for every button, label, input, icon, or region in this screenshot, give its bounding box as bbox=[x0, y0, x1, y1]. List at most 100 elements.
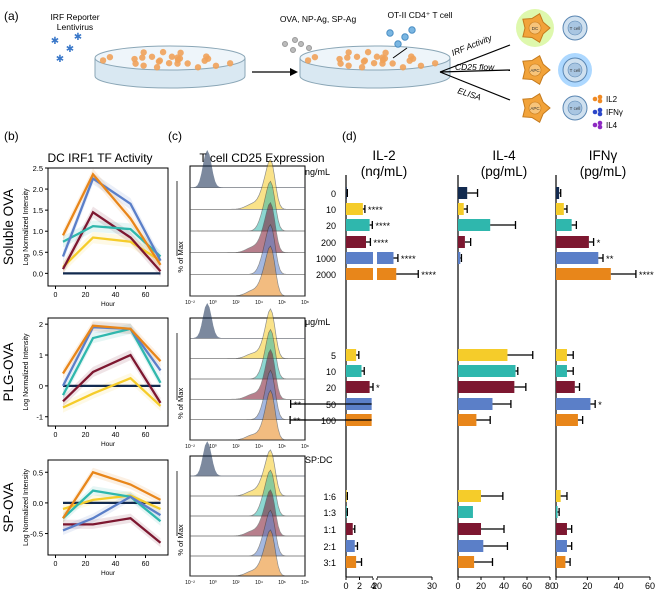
row-label: 200 bbox=[321, 238, 336, 248]
cell-dot bbox=[337, 60, 344, 67]
bar-10 bbox=[346, 365, 362, 377]
bar-1000 bbox=[556, 252, 599, 264]
flow-y-label: % of Max bbox=[176, 524, 185, 556]
legend-dot bbox=[597, 120, 603, 126]
cell-dot bbox=[174, 60, 181, 67]
x-tick-label: 60 bbox=[142, 432, 150, 439]
bar-3:1 bbox=[346, 556, 357, 568]
legend-label-IL4: IL4 bbox=[606, 121, 618, 130]
cell-dot bbox=[373, 53, 381, 60]
dish-2 bbox=[299, 45, 451, 89]
bar-10 bbox=[458, 203, 464, 215]
tcell-elisa bbox=[562, 95, 588, 121]
virus-icon: ✱ bbox=[56, 54, 64, 65]
y-axis-label: Log Normalized Intensity bbox=[23, 333, 30, 411]
bar-200 bbox=[458, 236, 465, 248]
significance-label: **** bbox=[421, 270, 436, 281]
bar-2000 bbox=[346, 268, 397, 280]
bar-20 bbox=[346, 219, 370, 231]
x-tick-label: 30 bbox=[427, 581, 437, 590]
x-axis-label: Hour bbox=[101, 441, 116, 448]
legend-dot bbox=[592, 96, 598, 102]
axis-break-gap bbox=[373, 175, 377, 578]
bar-2:1 bbox=[556, 540, 567, 552]
y-tick-label: -0.5 bbox=[30, 530, 43, 539]
row-label: 10 bbox=[326, 205, 336, 215]
bar-1:1 bbox=[458, 523, 481, 535]
group-header-2: SP:DC bbox=[305, 455, 333, 465]
series-line-yellow bbox=[62, 376, 162, 409]
chart-unit: (pg/mL) bbox=[580, 164, 627, 179]
tcell-irf bbox=[562, 15, 588, 41]
cell-dot bbox=[431, 60, 439, 67]
y-tick-label: -1 bbox=[36, 413, 43, 422]
legend-dot bbox=[597, 107, 603, 113]
bar-20 bbox=[458, 381, 515, 393]
chart-title: IL-2 bbox=[372, 148, 395, 163]
bar-20 bbox=[458, 219, 491, 231]
bar-5 bbox=[458, 349, 508, 361]
row-label: 10 bbox=[326, 367, 336, 377]
flow-x-tick: 10⁻² bbox=[185, 444, 195, 450]
cell-dot bbox=[159, 48, 167, 56]
x-tick-label: 60 bbox=[645, 581, 655, 590]
significance-label: **** bbox=[639, 270, 654, 281]
y-tick-label: 0.0 bbox=[33, 499, 43, 508]
legend-dot bbox=[592, 122, 598, 128]
cell-dot bbox=[304, 57, 312, 64]
cell-dot bbox=[156, 57, 164, 64]
cell-dot bbox=[345, 62, 352, 69]
x-tick-label: 20 bbox=[82, 292, 90, 299]
tcell-dot bbox=[394, 40, 402, 48]
flow-x-tick: 10⁰ bbox=[209, 444, 217, 450]
x-tick-label: 4 bbox=[370, 581, 375, 590]
dc-nucleus bbox=[528, 101, 542, 115]
bar-1000 bbox=[458, 252, 461, 264]
x-tick-label: 0 bbox=[54, 432, 58, 439]
cell-dot bbox=[148, 53, 156, 60]
series-band-yellow bbox=[63, 490, 161, 514]
bar-10 bbox=[458, 365, 516, 377]
flow-y-label: % of Max bbox=[176, 241, 185, 273]
axis-break-mark: // bbox=[373, 584, 377, 590]
particle-dot bbox=[306, 45, 312, 51]
y-tick-label: 1.5 bbox=[33, 206, 43, 215]
series-line-blue bbox=[62, 495, 162, 532]
cell-dot bbox=[389, 60, 396, 67]
tcell-cd25 bbox=[558, 53, 592, 87]
cell-label: T cell bbox=[570, 106, 581, 111]
cell-dot bbox=[99, 57, 107, 64]
cell-dot bbox=[364, 48, 372, 56]
cell-dot bbox=[417, 62, 425, 69]
legend-dot bbox=[597, 94, 603, 100]
row-label: 0 bbox=[331, 189, 336, 199]
irf-plot-2: -0.5 0.0 0.5 0 20 40 60 Hour Log Normalized Inte… bbox=[1, 459, 169, 577]
bar-break bbox=[373, 267, 377, 281]
bar-2000 bbox=[556, 268, 611, 280]
series-band-teal bbox=[63, 323, 161, 401]
cell-dot bbox=[361, 57, 369, 64]
row-label: 1:3 bbox=[323, 508, 336, 518]
tcell-dot bbox=[408, 26, 416, 34]
bar-200 bbox=[346, 236, 366, 248]
row-label: 20 bbox=[326, 221, 336, 231]
cell-dot bbox=[184, 60, 191, 67]
x-tick-label: 60 bbox=[142, 292, 150, 299]
row-label: Soluble OVA bbox=[1, 189, 16, 265]
row-label: 1:1 bbox=[323, 525, 336, 535]
virus-icon: ✱ bbox=[51, 36, 59, 47]
x-tick-label: 60 bbox=[142, 561, 150, 568]
branch-arrow bbox=[439, 69, 511, 73]
x-tick-label: 0 bbox=[455, 581, 460, 590]
bar-1:3 bbox=[556, 506, 558, 518]
dish-1 bbox=[94, 45, 246, 89]
row-label: 2000 bbox=[316, 270, 336, 280]
significance-label: **** bbox=[401, 254, 416, 265]
bar-0 bbox=[556, 187, 560, 199]
bar-50 bbox=[556, 398, 591, 410]
y-axis-label: Log Normalized Intensity bbox=[23, 468, 30, 546]
flow-x-tick: 10² bbox=[232, 580, 240, 586]
series-line-orange bbox=[61, 172, 162, 266]
particle-dot bbox=[282, 41, 288, 47]
